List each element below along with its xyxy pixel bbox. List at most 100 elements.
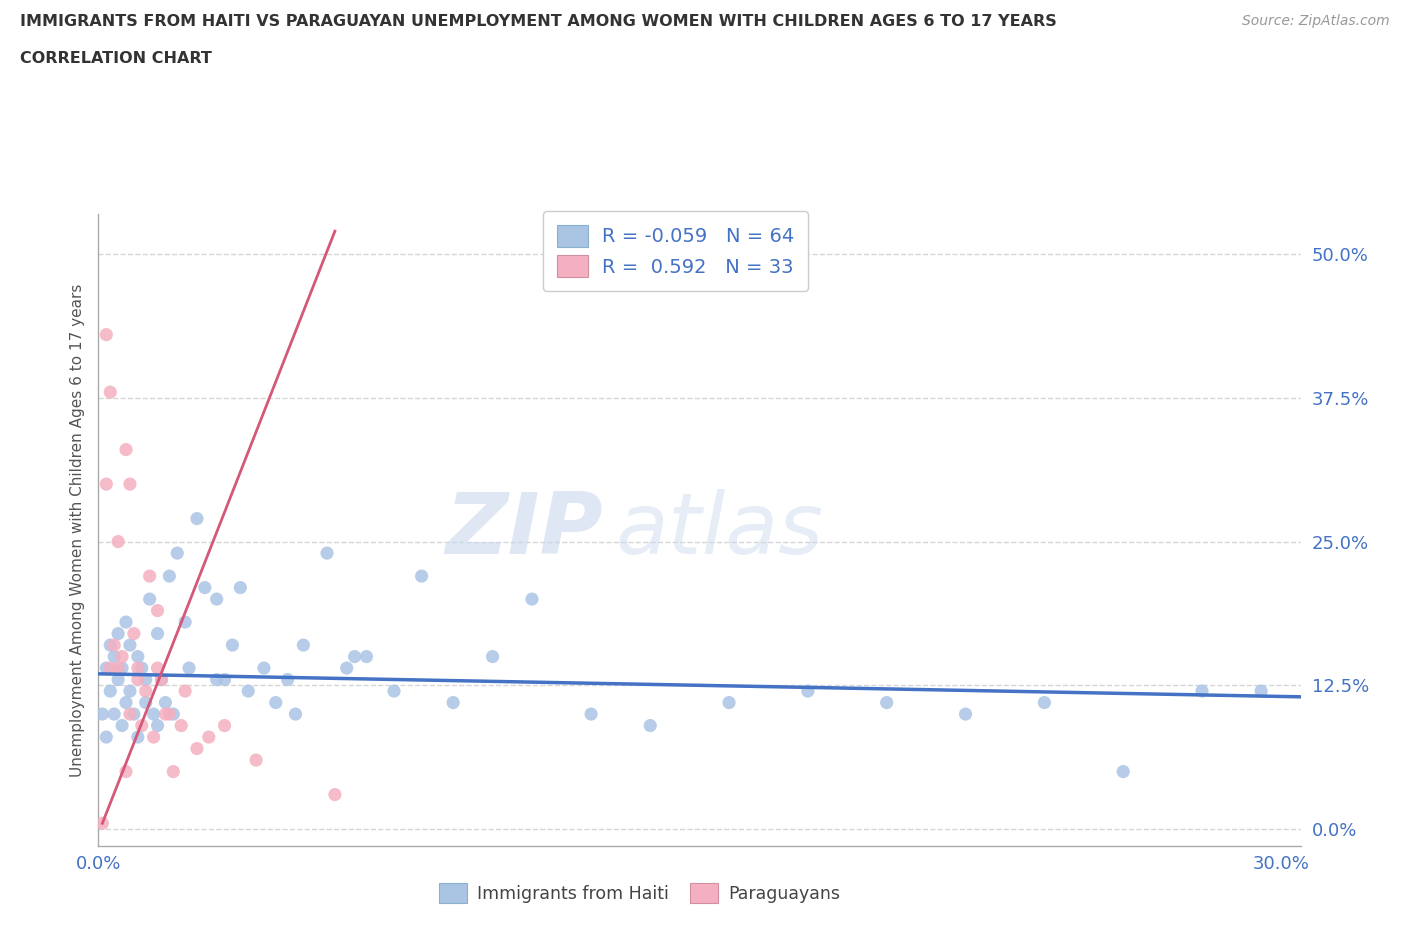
- Point: [1033, 695, 1056, 710]
- Point: [186, 741, 208, 756]
- Point: [118, 707, 141, 722]
- Point: [98, 385, 121, 400]
- Point: [127, 660, 149, 675]
- Point: [155, 695, 177, 710]
- Point: [170, 718, 193, 733]
- Point: [127, 730, 149, 745]
- Point: [277, 672, 299, 687]
- Point: [103, 707, 125, 722]
- Point: [115, 764, 138, 779]
- Point: [142, 707, 165, 722]
- Point: [229, 580, 252, 595]
- Point: [876, 695, 898, 710]
- Point: [323, 787, 346, 802]
- Point: [111, 649, 134, 664]
- Point: [955, 707, 977, 722]
- Point: [245, 752, 267, 767]
- Point: [520, 591, 543, 606]
- Point: [797, 684, 820, 698]
- Text: atlas: atlas: [616, 488, 824, 572]
- Point: [718, 695, 741, 710]
- Point: [214, 718, 236, 733]
- Point: [411, 568, 433, 583]
- Point: [157, 707, 180, 722]
- Point: [221, 638, 243, 653]
- Point: [103, 638, 125, 653]
- Point: [441, 695, 464, 710]
- Point: [356, 649, 378, 664]
- Point: [264, 695, 287, 710]
- Point: [98, 684, 121, 698]
- Point: [115, 695, 138, 710]
- Point: [162, 764, 184, 779]
- Point: [214, 672, 236, 687]
- Point: [107, 534, 129, 549]
- Point: [138, 568, 160, 583]
- Point: [91, 707, 114, 722]
- Point: [98, 638, 121, 653]
- Point: [177, 660, 200, 675]
- Point: [135, 684, 157, 698]
- Point: [238, 684, 260, 698]
- Point: [166, 546, 188, 561]
- Point: [146, 626, 169, 641]
- Point: [142, 730, 165, 745]
- Point: [253, 660, 276, 675]
- Point: [131, 660, 153, 675]
- Point: [127, 672, 149, 687]
- Point: [205, 672, 228, 687]
- Point: [122, 626, 145, 641]
- Y-axis label: Unemployment Among Women with Children Ages 6 to 17 years: Unemployment Among Women with Children A…: [70, 284, 86, 777]
- Point: [205, 591, 228, 606]
- Point: [98, 660, 121, 675]
- Text: ZIP: ZIP: [446, 488, 603, 572]
- Legend: Immigrants from Haiti, Paraguayans: Immigrants from Haiti, Paraguayans: [432, 876, 846, 910]
- Point: [579, 707, 602, 722]
- Point: [155, 707, 177, 722]
- Point: [111, 660, 134, 675]
- Point: [111, 718, 134, 733]
- Point: [115, 615, 138, 630]
- Point: [107, 626, 129, 641]
- Point: [186, 512, 208, 526]
- Point: [96, 327, 118, 342]
- Point: [96, 730, 118, 745]
- Point: [131, 718, 153, 733]
- Point: [146, 660, 169, 675]
- Point: [292, 638, 315, 653]
- Point: [103, 649, 125, 664]
- Point: [150, 672, 173, 687]
- Point: [118, 477, 141, 492]
- Point: [107, 660, 129, 675]
- Point: [382, 684, 405, 698]
- Point: [91, 816, 114, 830]
- Point: [107, 672, 129, 687]
- Point: [115, 442, 138, 457]
- Point: [1191, 684, 1213, 698]
- Point: [96, 660, 118, 675]
- Point: [135, 672, 157, 687]
- Point: [146, 718, 169, 733]
- Point: [118, 638, 141, 653]
- Point: [174, 615, 197, 630]
- Text: Source: ZipAtlas.com: Source: ZipAtlas.com: [1241, 14, 1389, 28]
- Text: CORRELATION CHART: CORRELATION CHART: [20, 51, 211, 66]
- Point: [197, 730, 219, 745]
- Point: [336, 660, 359, 675]
- Point: [157, 568, 180, 583]
- Point: [284, 707, 307, 722]
- Point: [127, 649, 149, 664]
- Point: [343, 649, 366, 664]
- Point: [162, 707, 184, 722]
- Point: [146, 604, 169, 618]
- Point: [316, 546, 339, 561]
- Point: [194, 580, 217, 595]
- Point: [481, 649, 503, 664]
- Point: [122, 707, 145, 722]
- Text: IMMIGRANTS FROM HAITI VS PARAGUAYAN UNEMPLOYMENT AMONG WOMEN WITH CHILDREN AGES : IMMIGRANTS FROM HAITI VS PARAGUAYAN UNEM…: [20, 14, 1056, 29]
- Point: [638, 718, 661, 733]
- Point: [174, 684, 197, 698]
- Point: [96, 477, 118, 492]
- Point: [135, 695, 157, 710]
- Point: [118, 684, 141, 698]
